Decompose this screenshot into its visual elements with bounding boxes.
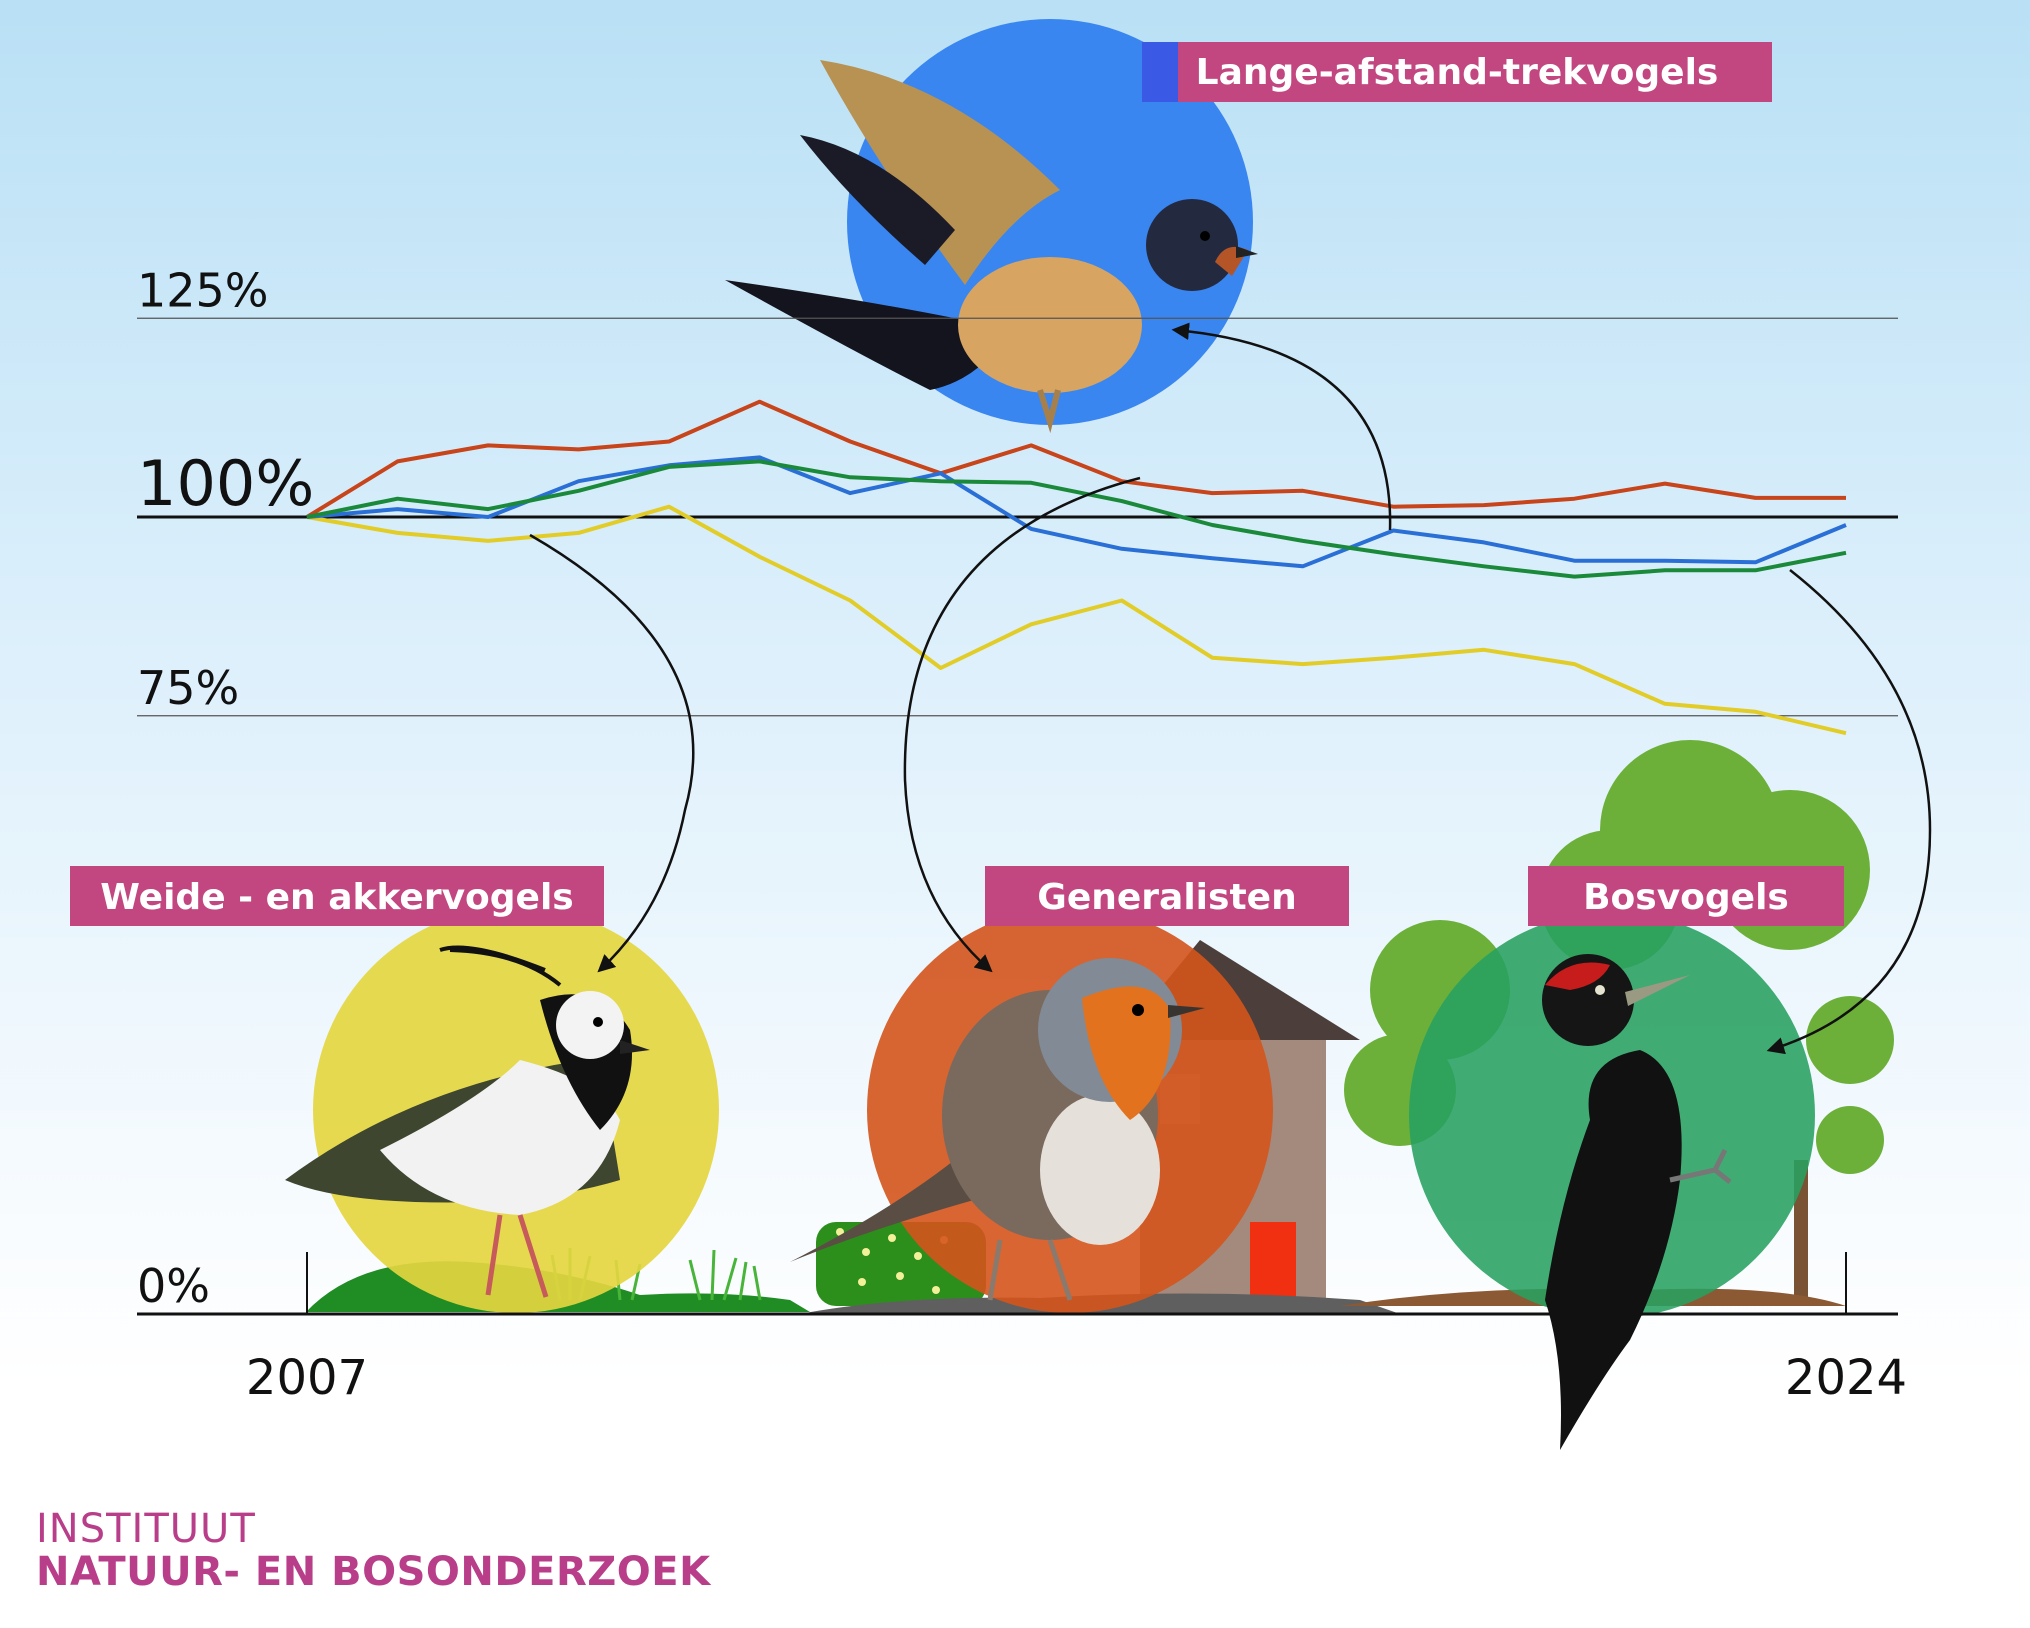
badge-generalists-label: Generalisten xyxy=(1037,877,1296,918)
x-tick-label: 2024 xyxy=(1785,1350,1907,1406)
lapwing-icon xyxy=(285,945,650,1298)
arrow-to-farmland xyxy=(529,533,695,973)
arrow-to-forest xyxy=(1766,569,1932,1055)
y-tick-label: 0% xyxy=(137,1259,210,1313)
arrows xyxy=(529,322,1932,1055)
series-line-1 xyxy=(305,399,1846,519)
series-line-4 xyxy=(306,459,1847,579)
badge-migrants-label: Lange-afstand-trekvogels xyxy=(1196,52,1719,93)
robin-icon xyxy=(790,958,1205,1301)
swallow-icon xyxy=(725,60,1258,434)
logo: INSTITUUT NATUUR- EN BOSONDERZOEK xyxy=(36,1506,711,1596)
y-tick-label: 100% xyxy=(137,447,314,520)
logo-line-1: INSTITUUT xyxy=(36,1506,256,1552)
arrow-to-migrants xyxy=(1171,322,1392,531)
series-line-3 xyxy=(306,455,1847,569)
badge-farmland: Weide - en akkervogels xyxy=(70,866,604,926)
badge-forest-label: Bosvogels xyxy=(1583,877,1789,918)
y-tick-label: 75% xyxy=(137,661,239,715)
logo-line-2: NATUUR- EN BOSONDERZOEK xyxy=(36,1549,711,1596)
arrow-to-generalists xyxy=(903,476,1141,973)
badge-generalists: Generalisten xyxy=(985,866,1349,926)
series-lines xyxy=(305,399,1847,736)
badge-farmland-label: Weide - en akkervogels xyxy=(100,877,573,918)
woodpecker-icon xyxy=(1542,954,1732,1450)
gridlines xyxy=(137,317,1898,1316)
badge-migrants: Lange-afstand-trekvogels xyxy=(1142,42,1772,102)
series-line-2 xyxy=(306,504,1847,736)
y-tick-label: 125% xyxy=(137,263,269,317)
badge-forest: Bosvogels xyxy=(1528,866,1844,926)
tick-labels: 0% 75% 100% 125% 2007 2024 xyxy=(137,263,1907,1406)
x-tick-label: 2007 xyxy=(246,1350,368,1406)
